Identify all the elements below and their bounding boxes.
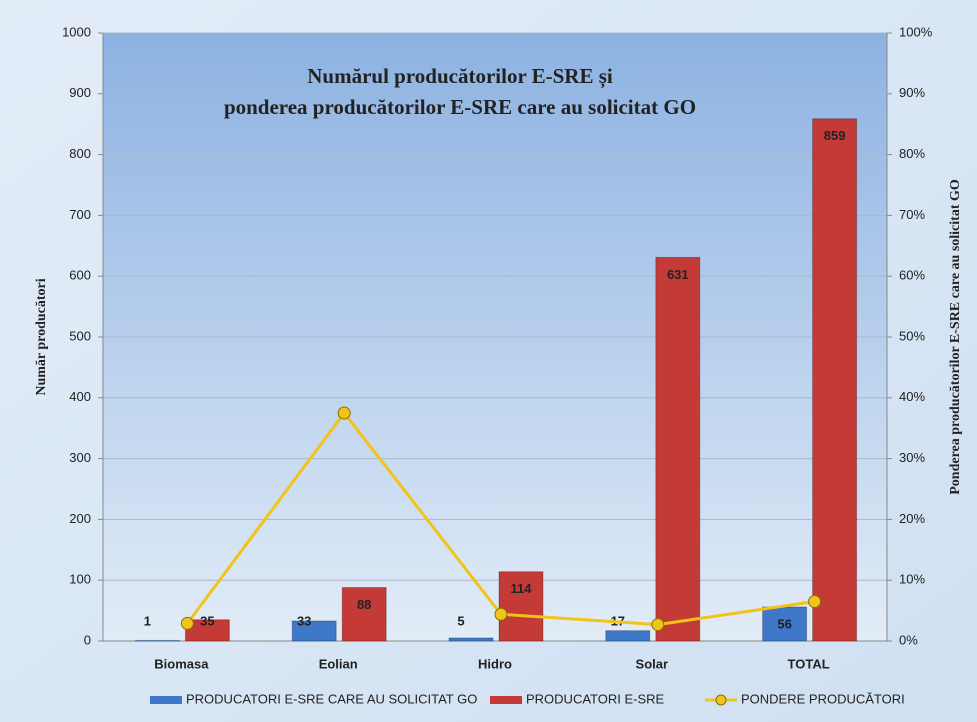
y-tick-label: 900 (69, 85, 91, 100)
y2-tick-label: 70% (899, 207, 925, 222)
y2-tick-label: 50% (899, 328, 925, 343)
data-label: 88 (357, 597, 371, 612)
legend-swatch (150, 696, 182, 704)
y-tick-label: 700 (69, 207, 91, 222)
bar (448, 637, 494, 642)
y-tick-label: 600 (69, 268, 91, 283)
y2-tick-label: 80% (899, 146, 925, 161)
data-label: 33 (297, 613, 311, 628)
legend-label: PRODUCATORI E-SRE (526, 691, 665, 706)
y2-tick-label: 0% (899, 632, 918, 647)
legend-swatch (715, 694, 727, 706)
y-axis-label: Număr producători (34, 278, 49, 395)
y2-tick-label: 40% (899, 389, 925, 404)
bar (655, 256, 701, 642)
marker (337, 406, 351, 420)
data-label: 5 (457, 613, 464, 628)
data-label: 56 (777, 616, 791, 631)
legend-swatch (490, 696, 522, 704)
y-tick-label: 400 (69, 389, 91, 404)
bar (605, 630, 651, 642)
y2-tick-label: 20% (899, 511, 925, 526)
y2-tick-label: 60% (899, 268, 925, 283)
bar (134, 639, 180, 642)
legend-label: PONDERE PRODUCĂTORI (741, 691, 905, 706)
chart-title: Numărul producătorilor E-SRE și (307, 64, 613, 89)
data-label: 35 (200, 613, 214, 628)
marker (651, 618, 665, 632)
legend-label: PRODUCATORI E-SRE CARE AU SOLICITAT GO (186, 691, 477, 706)
y-tick-label: 800 (69, 146, 91, 161)
bar (291, 620, 337, 642)
y-tick-label: 0 (84, 632, 91, 647)
y-tick-label: 100 (69, 572, 91, 587)
y2-tick-label: 100% (899, 24, 933, 39)
x-tick-label: Biomasa (154, 656, 209, 671)
marker (494, 607, 508, 621)
bar (341, 586, 387, 642)
y-tick-label: 200 (69, 511, 91, 526)
bar (812, 118, 858, 642)
y2-tick-label: 90% (899, 85, 925, 100)
x-tick-label: Eolian (319, 656, 358, 671)
data-label: 114 (511, 581, 533, 596)
bar (498, 571, 544, 642)
marker (180, 616, 194, 630)
bar (762, 606, 808, 642)
x-tick-label: TOTAL (788, 656, 830, 671)
x-tick-label: Hidro (478, 656, 512, 671)
marker (808, 594, 822, 608)
y-tick-label: 500 (69, 328, 91, 343)
x-tick-label: Solar (636, 656, 669, 671)
data-label: 859 (824, 128, 846, 143)
y2-tick-label: 30% (899, 450, 925, 465)
data-label: 631 (667, 267, 689, 282)
bar (184, 619, 230, 642)
chart-title: ponderea producătorilor E-SRE care au so… (224, 95, 696, 119)
y-tick-label: 300 (69, 450, 91, 465)
y2-axis-label: Ponderea producătorilor E-SRE care au so… (948, 179, 963, 495)
y2-tick-label: 10% (899, 572, 925, 587)
data-label: 1 (144, 613, 151, 628)
y-tick-label: 1000 (62, 24, 91, 39)
